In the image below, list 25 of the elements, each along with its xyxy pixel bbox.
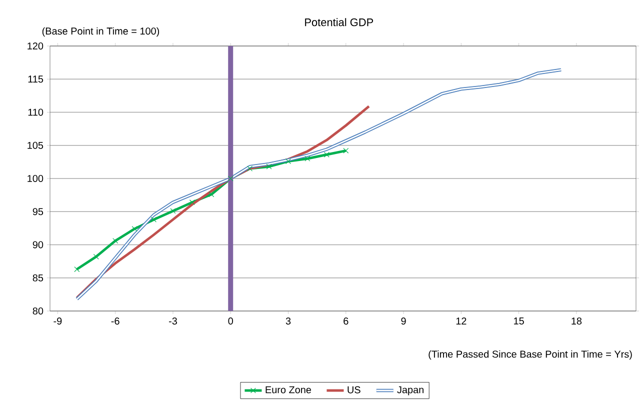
y-tick-label: 100	[28, 174, 44, 182]
y-tick-label: 85	[32, 274, 44, 282]
x-tick-label: 12	[456, 318, 466, 324]
x-tick-label: 0	[228, 318, 233, 325]
x-tick-label: -6	[111, 318, 120, 325]
y-tick-label: 95	[32, 208, 44, 216]
y-tick-label: 105	[28, 142, 44, 149]
x-axis-title: (Time Passed Since Base Point in Time = Yrs)	[428, 350, 632, 360]
x-tick-label: -3	[168, 318, 177, 325]
x-tick-label: 15	[514, 318, 524, 324]
x-tick-label: 3	[286, 318, 291, 325]
y-tick-label: 120	[28, 42, 44, 50]
y-tick-label: 90	[32, 241, 44, 248]
legend-label: US	[348, 386, 360, 394]
y-tick-label: 80	[32, 307, 44, 315]
chart-title: Potential GDP	[305, 18, 374, 26]
y-tick-label: 115	[28, 76, 44, 83]
y-tick-label: 110	[28, 108, 44, 116]
x-tick-label: 18	[572, 318, 582, 325]
x-tick-label: 6	[344, 318, 348, 325]
legend-label: Japan	[397, 386, 424, 396]
y-axis-title: (Base Point in Time = 100)	[42, 27, 160, 37]
x-tick-label: -9	[54, 318, 62, 325]
legend-label: Euro Zone	[266, 386, 312, 394]
x-tick-label: 9	[401, 318, 406, 325]
